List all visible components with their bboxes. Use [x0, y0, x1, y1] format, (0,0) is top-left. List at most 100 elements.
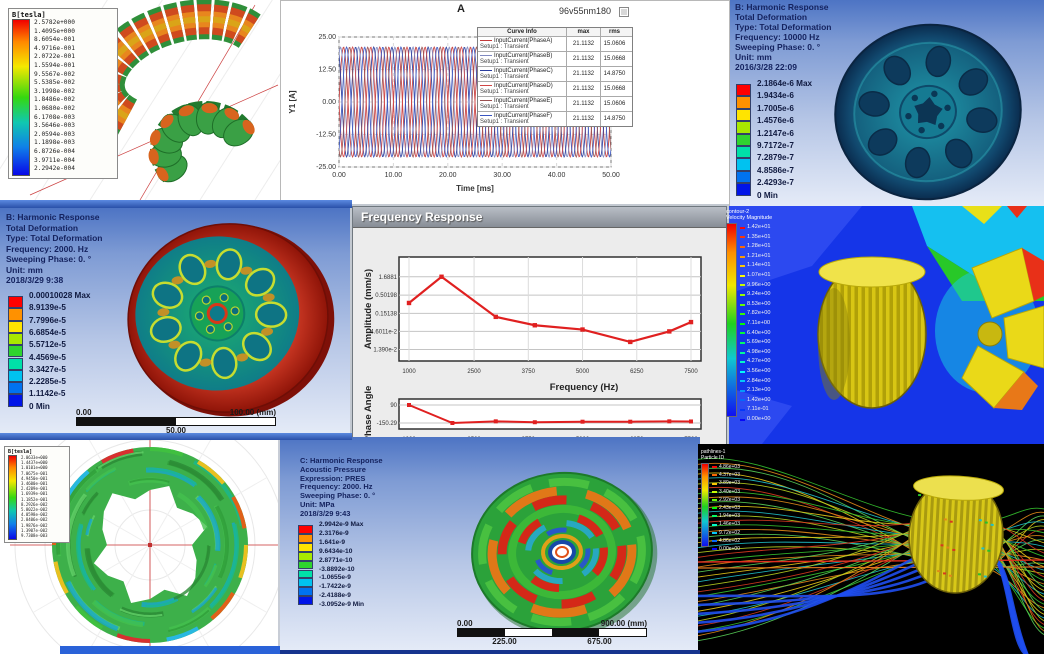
- legend-value: 2.92e+03: [712, 496, 740, 504]
- legend-value: 1.9434e-6: [757, 91, 794, 101]
- taskbar-edge: [60, 646, 280, 654]
- data-marker: [667, 419, 672, 424]
- frequency-response-charts: 1.6881 0.50198 0.15138 4.6011e-2 1.390e-2 100…: [363, 256, 702, 457]
- text-line: C: Harmonic Response: [300, 456, 383, 465]
- legend-value: 0.00010028 Max: [29, 291, 91, 301]
- data-marker: [689, 419, 693, 424]
- legend-value: 1.94e+03: [712, 512, 740, 520]
- legend-value: 7.0675e-001: [21, 470, 48, 476]
- tick-label: 40.00: [548, 172, 566, 179]
- window-titlebar[interactable]: Frequency Response: [353, 207, 726, 228]
- table-cell: 15.0606: [600, 97, 628, 111]
- legend-value: 1.4576e-6: [757, 116, 794, 126]
- legend-value: 1.28e+01: [740, 242, 771, 252]
- legend-value: 1.4095e+000: [34, 27, 75, 35]
- legend-value: 8.6054e-001: [34, 36, 75, 44]
- legend-value: 2.84e+00: [740, 377, 771, 387]
- legend-value: 4.27e+00: [740, 357, 771, 367]
- maximize-icon[interactable]: [619, 7, 629, 17]
- data-marker: [532, 420, 537, 425]
- text-line: 2018/3/29 9:38: [6, 275, 64, 285]
- deformation-legend: 2.1864e-6 Max 1.9434e-6 1.7005e-6 1.4576e-6…: [736, 79, 846, 200]
- legend-value: 2.4293e-7: [757, 178, 794, 188]
- table-cell: 21.1132: [566, 82, 600, 96]
- legend-colorbar: [726, 223, 737, 417]
- legend-value: 4.9716e-001: [34, 44, 75, 52]
- panel-cfd-velocity: contour-2 Velocity Magnitude 1.42e+01 1.35e…: [722, 206, 1044, 444]
- legend-value: 4.8586e-7: [757, 165, 794, 175]
- table-header: max: [566, 28, 600, 36]
- wheel-hole: [867, 128, 898, 156]
- legend-value: 8.2926e-002: [21, 501, 48, 507]
- gear: [908, 475, 1004, 594]
- legend-value: 1.8486e-002: [34, 96, 75, 104]
- b-field-legend: B[tesla] 2.0633e+000 1.4437e+000 1.0101e+00…: [4, 446, 70, 544]
- fan-blade: [1003, 305, 1044, 369]
- tick-label: 0.00: [322, 99, 336, 106]
- text-line: Type: Total Deformation: [6, 233, 103, 243]
- text-line: Frequency: 10000 Hz: [735, 32, 820, 42]
- text-line: Sweeping Phase: 0. °: [300, 491, 376, 501]
- data-marker: [493, 419, 498, 424]
- legend-colorbar: [701, 463, 709, 547]
- tick-label: Time [ms]: [456, 184, 494, 193]
- wheel-hole: [883, 55, 912, 86]
- tick-label: 12.50: [318, 67, 336, 74]
- window-label: 96v55nm180: [559, 6, 612, 16]
- legend-value: 1.3907e-002: [21, 527, 48, 533]
- wheel-hole: [966, 107, 998, 133]
- legend-title: B[tesla]: [12, 11, 46, 19]
- legend-value: 2.43e+03: [712, 504, 740, 512]
- legend-value: -3.8892e-10: [319, 565, 355, 573]
- legend-value: 3.56e+00: [740, 367, 771, 377]
- legend-value: 5.5385e-002: [34, 79, 75, 87]
- legend-value: 3.1998e-002: [34, 87, 75, 95]
- legend-value: 3.4600e-001: [21, 481, 48, 487]
- legend-value: 1.42e+00: [740, 396, 771, 406]
- legend-band: [736, 158, 751, 171]
- ruler-min: 0.00: [76, 408, 92, 417]
- table-cell: InputCurrent(PhaseC) Setup1 : Transient: [480, 68, 553, 80]
- legend-band: [8, 394, 23, 407]
- legend-value: 9.7172e-7: [757, 141, 794, 151]
- wheel-hole: [210, 346, 238, 380]
- ruler-q3: 675.00: [587, 637, 612, 646]
- disc-bore: [548, 539, 576, 565]
- legend-band: [736, 133, 751, 146]
- legend-value: 1.42e+01: [740, 223, 771, 233]
- legend-value: 5.69e+00: [740, 338, 771, 348]
- data-marker: [406, 300, 412, 306]
- window-title: Frequency Response: [361, 210, 483, 224]
- text-line: Unit: MPa: [300, 499, 335, 509]
- data-marker: [580, 327, 585, 332]
- legend-value: 7.2879e-7: [757, 153, 794, 163]
- legend-value: 3.9711e-004: [34, 156, 75, 164]
- legend-value: 9.96e+00: [740, 281, 771, 291]
- tick-label: 2500: [467, 369, 481, 375]
- legend-value: 6.1708e-003: [34, 113, 75, 121]
- tick-label: 1000: [402, 369, 416, 375]
- text-line: Sweeping Phase: 0. °: [735, 42, 821, 52]
- legend-value: 2.2285e-5: [29, 377, 66, 387]
- text-line: 2016/3/28 22:09: [735, 62, 797, 72]
- legend-value: 4.4569e-5: [29, 352, 66, 362]
- plot-title: A: [457, 3, 465, 15]
- tick-label: 30.00: [493, 172, 511, 179]
- wheel: [127, 223, 335, 417]
- legend-band: [736, 96, 751, 109]
- legend-band: [298, 551, 313, 561]
- legend-value: 2.0594e-003: [34, 130, 75, 138]
- legend-value: 2.2942e-004: [34, 165, 75, 173]
- tick-label: 0.00: [332, 172, 346, 179]
- scale-ruler: 0.00 100.00 (mm) 50.00: [76, 408, 276, 435]
- legend-value: 6.6854e-5: [29, 327, 66, 337]
- data-marker: [628, 339, 633, 345]
- cfd-contour-render: [722, 206, 1044, 444]
- result-header: B: Harmonic Response Total Deformation Typ…: [735, 2, 832, 72]
- tick-label: 6250: [630, 369, 644, 375]
- table-cell: 21.1132: [566, 37, 600, 51]
- legend-colorbar: [12, 19, 30, 176]
- legend-title: Particle ID: [701, 455, 725, 461]
- data-marker: [532, 323, 538, 328]
- wheel-hole: [178, 253, 207, 286]
